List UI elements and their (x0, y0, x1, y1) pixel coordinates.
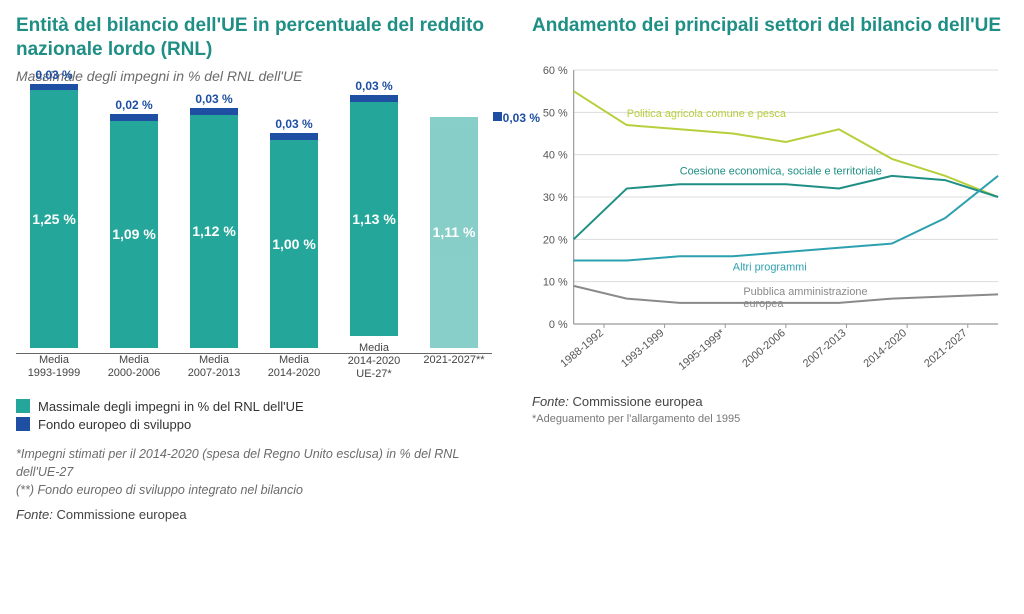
svg-text:2014-2020: 2014-2020 (861, 327, 909, 370)
svg-text:Politica agricola comune e pes: Politica agricola comune e pesca (627, 108, 787, 120)
svg-text:1993-1999: 1993-1999 (619, 327, 667, 370)
legend-label: Massimale degli impegni in % del RNL del… (38, 399, 304, 414)
bar-col: 0,03 % 1,13 % Media2014-2020UE-27* (340, 56, 408, 382)
bar-x-label: 2021-2027** (423, 354, 484, 382)
note-2: (**) Fondo europeo di sviluppo integrato… (16, 481, 492, 499)
legend-swatch (16, 399, 30, 413)
bar-col: 0,03 % 1,25 % Media1993-1999 (20, 68, 88, 382)
fonte-value: Commissione europea (56, 507, 186, 522)
left-notes: *Impegni stimati per il 2014-2020 (spesa… (16, 445, 492, 499)
bar-x-label: Media2007-2013 (188, 354, 241, 382)
bar-top-label: 0,03 % (275, 117, 312, 131)
fonte-value-r: Commissione europea (572, 394, 702, 409)
right-small-note: *Adeguamento per l'allargamento del 1995 (532, 413, 1008, 425)
bar-top-label: 0,03 % (355, 79, 392, 93)
svg-text:40 %: 40 % (543, 149, 568, 161)
svg-text:1988-1992: 1988-1992 (558, 327, 606, 370)
left-fonte: Fonte: Commissione europea (16, 507, 492, 522)
bar-main-seg: 1,13 % (350, 102, 399, 336)
svg-text:2021-2027: 2021-2027 (922, 327, 970, 370)
right-title: Andamento dei principali settori del bil… (532, 14, 1008, 38)
bar-top-seg (270, 133, 319, 140)
bar-top-seg (110, 114, 159, 121)
bar-top-seg (30, 84, 79, 91)
svg-text:50 %: 50 % (543, 107, 568, 119)
svg-text:2000-2006: 2000-2006 (740, 327, 788, 370)
bar-col: 0,02 % 1,09 % Media2000-2006 (100, 68, 168, 382)
left-title: Entità del bilancio dell'UE in percentua… (16, 14, 492, 62)
svg-text:2007-2013: 2007-2013 (801, 327, 849, 370)
bar-main-seg: 1,09 % (110, 121, 159, 347)
svg-text:Coesione economica, sociale e: Coesione economica, sociale e territoria… (680, 165, 882, 177)
svg-text:60 %: 60 % (543, 65, 568, 77)
bar-baseline (16, 353, 492, 354)
svg-text:30 %: 30 % (543, 192, 568, 204)
bar-x-label: Media2014-2020 (268, 354, 321, 382)
fonte-label-r: Fonte: (532, 394, 569, 409)
bar-main-seg: 1,25 % (30, 90, 79, 347)
svg-text:europea: europea (743, 298, 784, 310)
svg-text:0 %: 0 % (549, 319, 568, 331)
bar-x-label: Media1993-1999 (28, 354, 81, 382)
bar-main-seg: 1,11 % (430, 117, 479, 347)
bar-x-label: Media2000-2006 (108, 354, 161, 382)
right-panel: Andamento dei principali settori del bil… (532, 14, 1008, 522)
svg-text:10 %: 10 % (543, 276, 568, 288)
bar-legend: Massimale degli impegni in % del RNL del… (16, 396, 492, 435)
bar-chart: 0,03 %1,25 %Media1993-19990,02 %1,09 %Me… (16, 102, 492, 382)
legend-swatch (16, 417, 30, 431)
svg-text:20 %: 20 % (543, 234, 568, 246)
bar-main-seg: 1,00 % (270, 140, 319, 347)
legend-row: Fondo europeo di sviluppo (16, 417, 492, 432)
bar-col: 1,11 %0,03 %2021-2027** (420, 68, 488, 382)
bar-main-seg: 1,12 % (190, 115, 239, 347)
bar-side-square (493, 112, 502, 121)
legend-label: Fondo europeo di sviluppo (38, 417, 191, 432)
note-1: *Impegni stimati per il 2014-2020 (spesa… (16, 445, 492, 481)
svg-text:Pubblica amministrazione: Pubblica amministrazione (743, 286, 867, 298)
fonte-label: Fonte: (16, 507, 53, 522)
svg-text:1995-1999*: 1995-1999* (676, 326, 727, 372)
bar-top-label: 0,02 % (115, 98, 152, 112)
svg-text:Altri programmi: Altri programmi (733, 261, 807, 273)
right-fonte: Fonte: Commissione europea (532, 394, 1008, 409)
bar-top-seg (350, 95, 399, 102)
bar-x-label: Media2014-2020UE-27* (348, 342, 401, 382)
bar-col: 0,03 % 1,00 % Media2014-2020 (260, 68, 328, 382)
bar-col: 0,03 % 1,12 % Media2007-2013 (180, 68, 248, 382)
left-panel: Entità del bilancio dell'UE in percentua… (16, 14, 492, 522)
line-chart: 0 % 10 % 20 % 30 % 40 % 50 % 60 % 1988-1992 1993… (532, 64, 1008, 384)
legend-row: Massimale degli impegni in % del RNL del… (16, 399, 492, 414)
bar-top-seg (190, 108, 239, 115)
bar-top-label: 0,03 % (195, 92, 232, 106)
bar-top-label: 0,03 % (35, 68, 72, 82)
